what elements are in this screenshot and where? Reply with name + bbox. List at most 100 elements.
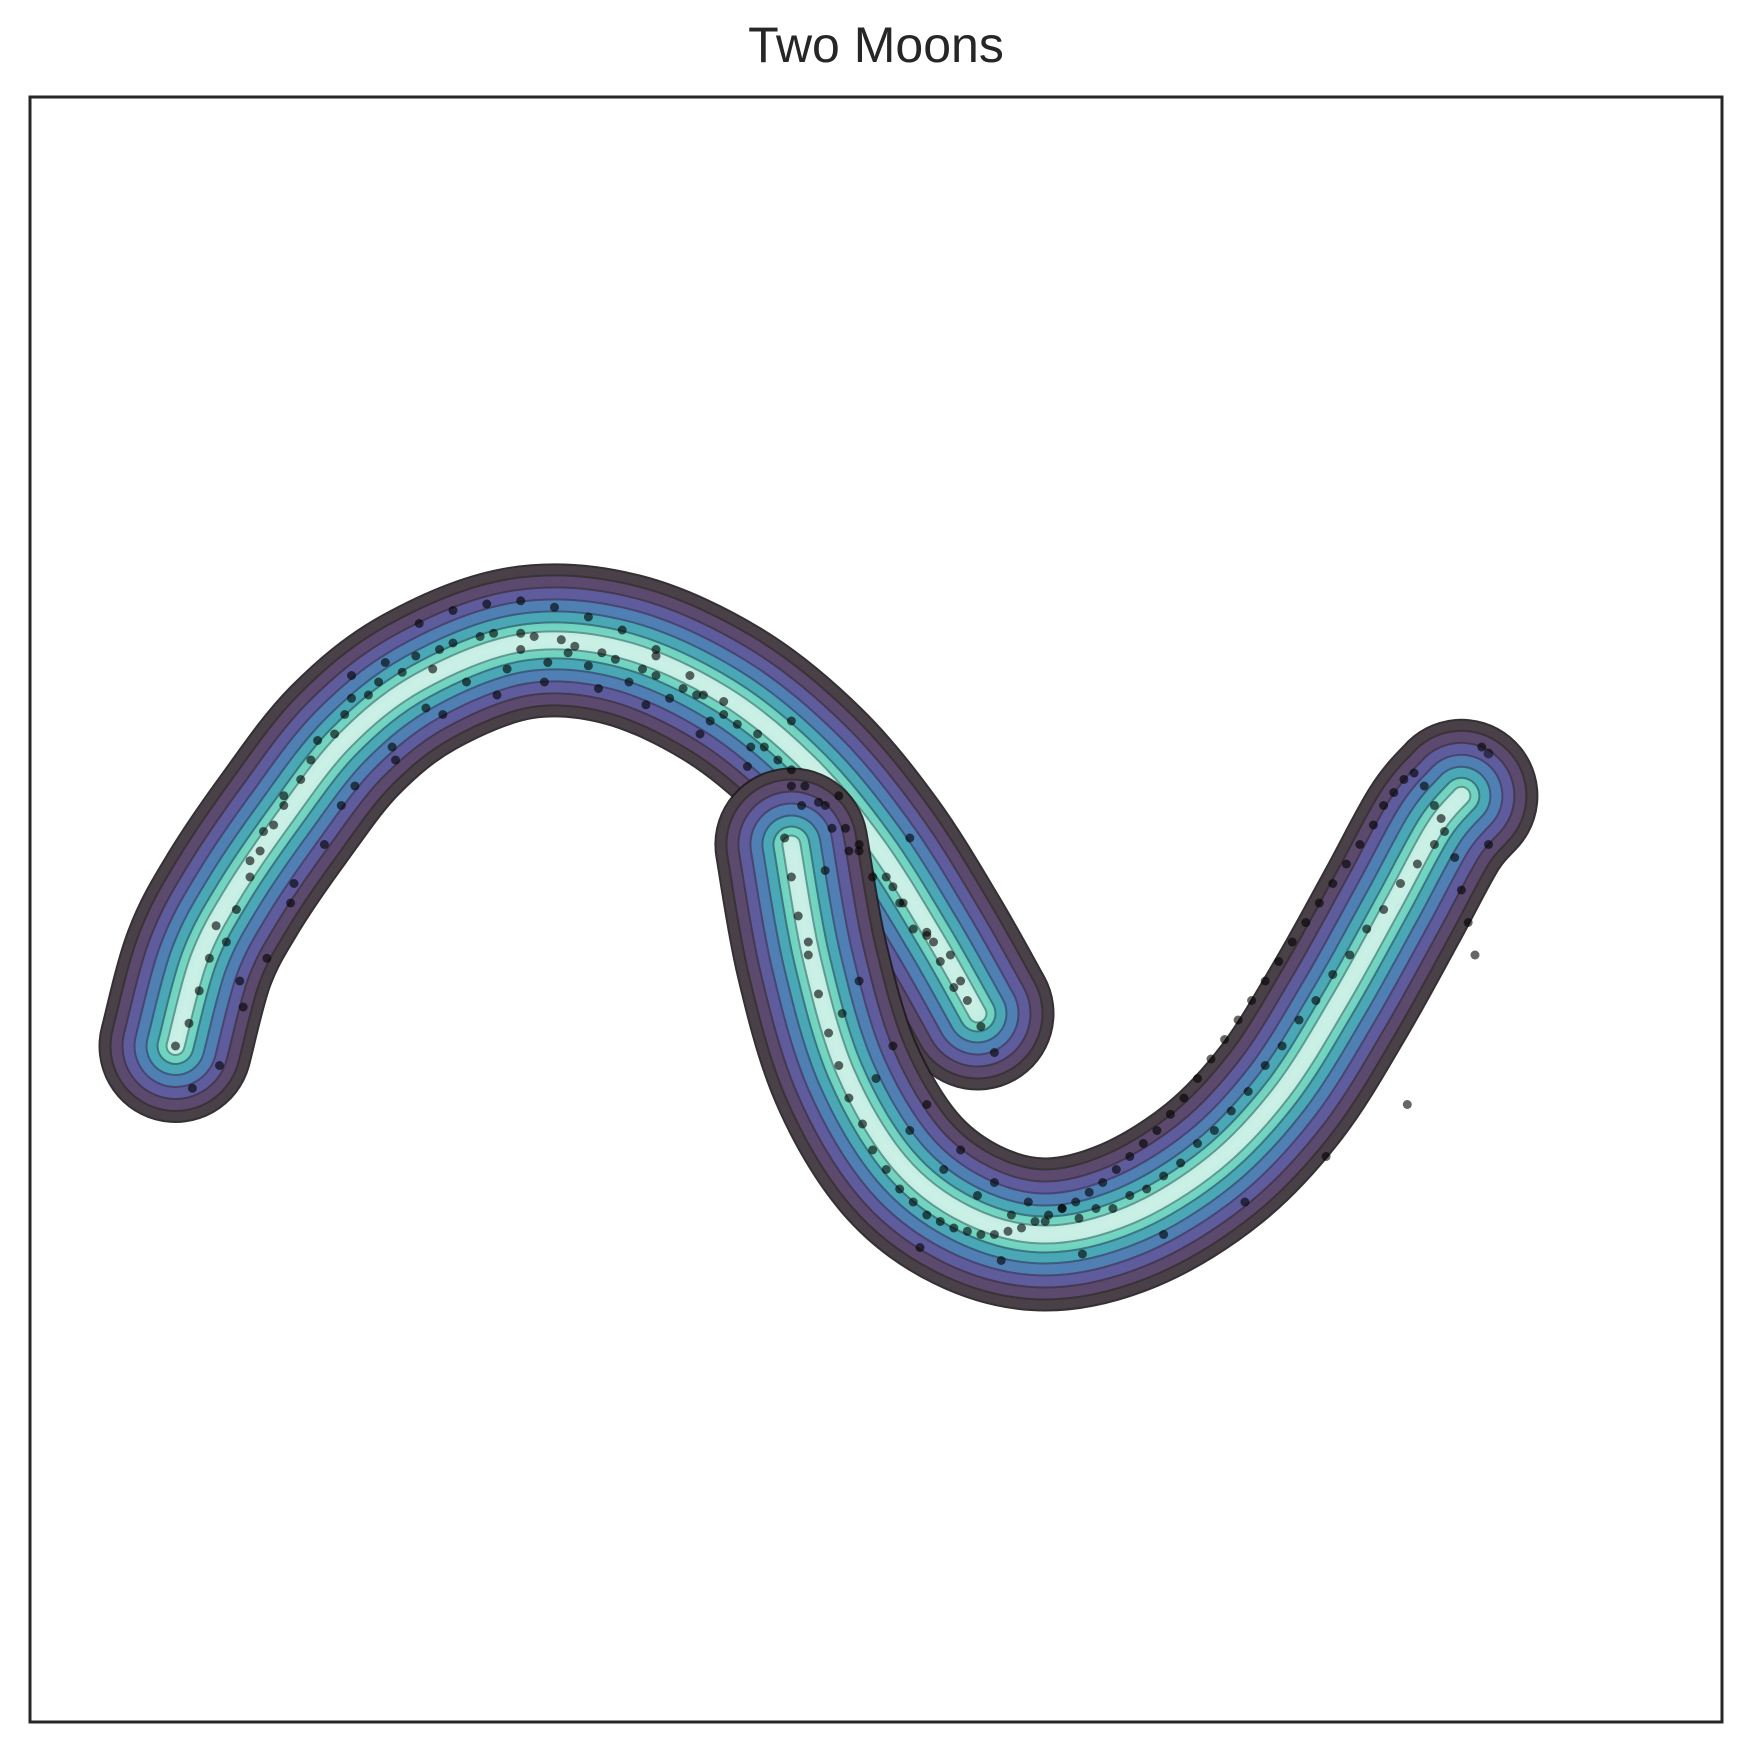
scatter-point-upper — [363, 690, 373, 700]
scatter-point-lower — [803, 937, 813, 947]
scatter-point-upper — [428, 664, 438, 674]
scatter-point-upper — [245, 856, 255, 866]
scatter-point-lower — [973, 1191, 982, 1200]
scatter-point-upper — [319, 840, 329, 849]
scatter-point-lower — [1017, 1223, 1026, 1233]
scatter-point-upper — [695, 729, 705, 739]
scatter-point-lower — [1362, 924, 1372, 934]
scatter-point-upper — [922, 927, 932, 937]
scatter-point-upper — [719, 710, 729, 719]
scatter-point-lower — [871, 1074, 881, 1083]
scatter-point-upper — [336, 801, 346, 810]
scatter-point-upper — [279, 801, 289, 810]
scatter-point-upper — [330, 729, 340, 739]
scatter-point-lower — [1084, 1187, 1094, 1197]
scatter-point-upper — [929, 937, 938, 947]
scatter-point-upper — [306, 755, 316, 765]
scatter-point-lower — [1477, 742, 1487, 752]
scatter-points — [171, 596, 1494, 1265]
scatter-point-lower — [1409, 768, 1419, 778]
scatter-point-lower — [1456, 885, 1466, 895]
scatter-point-upper — [387, 742, 397, 752]
scatter-point-lower — [1355, 840, 1365, 849]
scatter-point-upper — [421, 703, 431, 713]
scatter-point-lower — [922, 1210, 932, 1220]
scatter-point-upper — [820, 801, 830, 810]
scatter-point-lower — [1040, 1217, 1050, 1226]
scatter-point-upper — [204, 953, 214, 963]
scatter-point-upper — [597, 648, 607, 658]
scatter-point-upper — [516, 645, 526, 654]
scatter-point-lower — [1314, 898, 1324, 908]
scatter-point-lower — [1301, 918, 1311, 927]
scatter-point-upper — [844, 846, 854, 856]
scatter-point-lower — [1193, 1074, 1202, 1083]
scatter-point-lower — [844, 1093, 854, 1103]
scatter-point-upper — [289, 879, 299, 888]
scatter-point-upper — [945, 950, 955, 960]
scatter-point-lower — [803, 950, 813, 960]
scatter-point-upper — [854, 846, 864, 856]
scatter-point-upper — [435, 645, 444, 654]
scatter-point-lower — [1142, 1184, 1152, 1194]
scatter-point-upper — [448, 606, 458, 615]
scatter-point-upper — [583, 661, 593, 671]
scatter-point-upper — [898, 898, 908, 908]
scatter-point-lower — [962, 1226, 972, 1236]
scatter-point-upper — [800, 781, 810, 791]
scatter-point-upper — [255, 846, 265, 856]
scatter-point-upper — [448, 638, 458, 648]
scatter-point-lower — [1193, 1139, 1202, 1148]
scatter-point-upper — [692, 690, 702, 700]
scatter-point-lower — [1274, 957, 1284, 966]
scatter-point-upper — [617, 625, 627, 635]
scatter-point-upper — [638, 664, 647, 674]
scatter-point-lower — [935, 1217, 945, 1226]
scatter-point-lower — [1152, 1126, 1162, 1135]
scatter-point-lower — [1233, 1015, 1243, 1025]
scatter-point-lower — [1125, 1191, 1135, 1200]
scatter-point-lower — [989, 1178, 999, 1187]
scatter-point-upper — [489, 628, 499, 638]
scatter-point-lower — [780, 833, 790, 843]
chart-title: Two Moons — [748, 17, 1004, 73]
scatter-point-lower — [1470, 950, 1480, 960]
scatter-point-upper — [539, 677, 549, 687]
scatter-point-upper — [414, 619, 424, 628]
scatter-point-lower — [786, 872, 796, 882]
scatter-point-lower — [814, 989, 823, 999]
scatter-point-upper — [556, 635, 566, 645]
scatter-point-lower — [1484, 840, 1493, 849]
scatter-point-lower — [1071, 1197, 1081, 1207]
scatter-point-lower — [1179, 1093, 1189, 1103]
density-contours — [98, 563, 1539, 1312]
scatter-point-upper — [374, 677, 384, 687]
scatter-point-upper — [529, 632, 539, 641]
scatter-point-lower — [1247, 996, 1257, 1005]
scatter-point-upper — [482, 599, 492, 609]
scatter-point-upper — [570, 641, 580, 651]
scatter-point-lower — [1023, 1197, 1033, 1207]
scatter-point-lower — [989, 1230, 999, 1239]
scatter-point-lower — [956, 1145, 966, 1155]
scatter-point-upper — [475, 632, 485, 641]
scatter-point-upper — [516, 596, 526, 606]
scatter-point-lower — [1206, 1054, 1216, 1064]
scatter-point-lower — [1379, 801, 1389, 810]
scatter-point-upper — [698, 690, 708, 700]
scatter-point-upper — [989, 1048, 999, 1057]
scatter-point-lower — [1111, 1165, 1121, 1174]
scatter-point-lower — [837, 1009, 847, 1018]
scatter-point-upper — [231, 905, 241, 914]
scatter-point-upper — [221, 937, 231, 947]
scatter-point-upper — [516, 628, 526, 638]
scatter-point-upper — [665, 693, 675, 703]
scatter-point-upper — [583, 612, 593, 622]
scatter-point-lower — [1287, 937, 1297, 947]
scatter-point-lower — [1450, 853, 1460, 862]
scatter-point-lower — [1057, 1204, 1067, 1213]
scatter-point-upper — [881, 872, 891, 882]
scatter-point-lower — [881, 1165, 891, 1174]
scatter-point-lower — [1226, 1106, 1236, 1116]
